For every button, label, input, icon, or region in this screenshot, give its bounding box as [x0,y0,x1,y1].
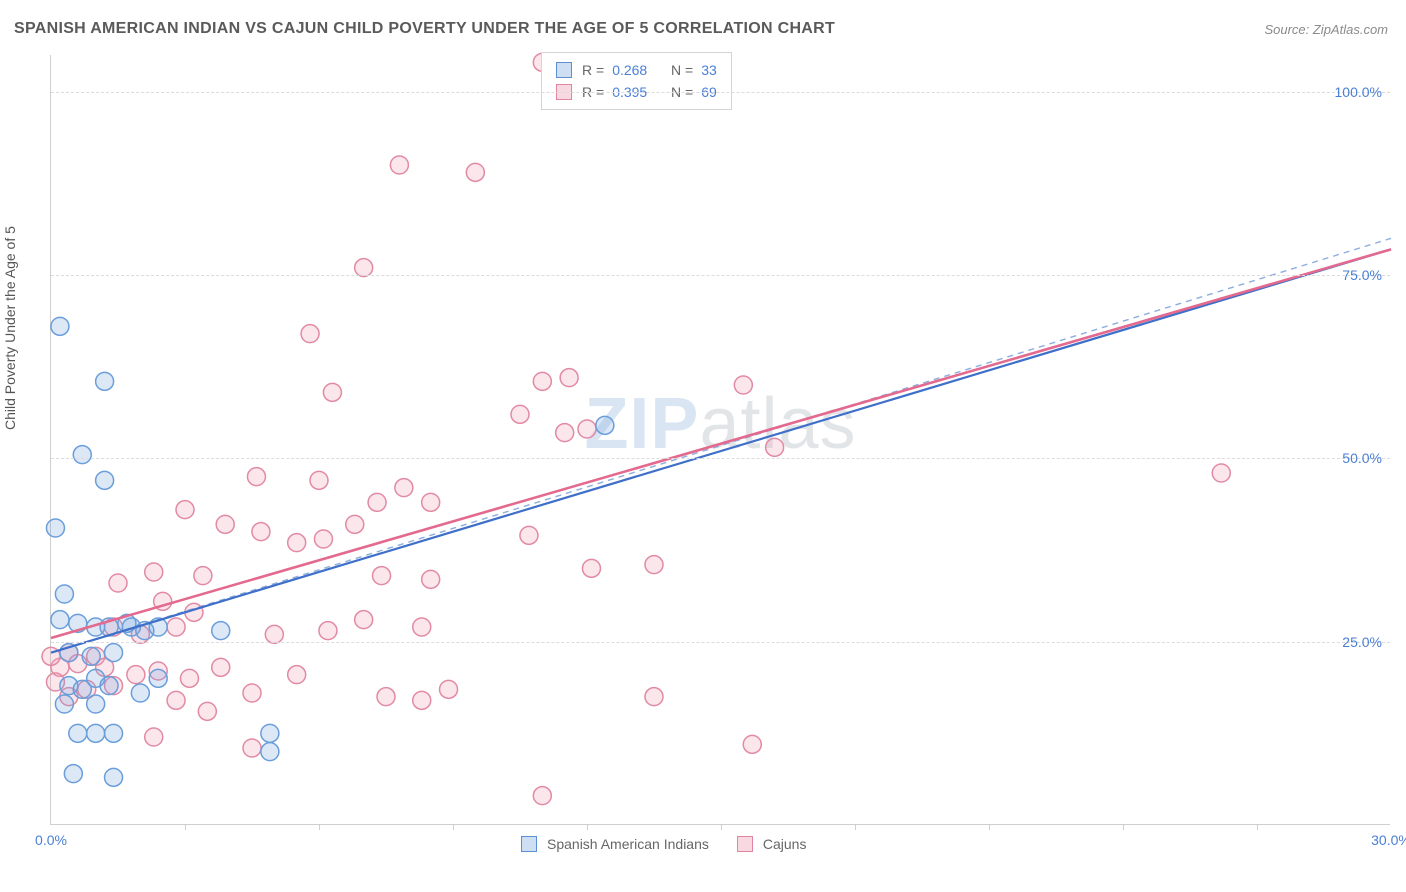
legend-item-pink: Cajuns [737,836,807,852]
x-tick-mark [989,824,990,830]
legend-item-blue-label: Spanish American Indians [547,836,709,852]
x-tick-mark [1123,824,1124,830]
swatch-pink-icon [737,836,753,852]
x-tick-mark [319,824,320,830]
chart-svg [51,55,1390,824]
gridline [51,642,1390,643]
gridline [51,458,1390,459]
x-tick-mark [1257,824,1258,830]
plot-area: ZIPatlas R = 0.268 N = 33 R = 0.395 N = … [50,55,1390,825]
legend-item-pink-label: Cajuns [763,836,807,852]
x-tick-mark [855,824,856,830]
n-value-blue: 33 [701,59,717,81]
x-tick-label: 0.0% [35,832,67,848]
chart-container: SPANISH AMERICAN INDIAN VS CAJUN CHILD P… [0,0,1406,892]
gridline [51,275,1390,276]
n-label: N = [671,59,693,81]
r-value-blue: 0.268 [612,59,647,81]
legend-series: Spanish American Indians Cajuns [521,836,806,852]
r-label: R = [582,59,604,81]
swatch-blue-icon [556,62,572,78]
gridline [51,92,1390,93]
y-tick-label: 100.0% [1335,84,1382,100]
x-tick-mark [453,824,454,830]
x-tick-label: 30.0% [1371,832,1406,848]
y-tick-label: 25.0% [1342,634,1382,650]
y-axis-label: Child Poverty Under the Age of 5 [2,226,18,430]
chart-title: SPANISH AMERICAN INDIAN VS CAJUN CHILD P… [14,20,835,38]
legend-item-blue: Spanish American Indians [521,836,709,852]
x-tick-mark [185,824,186,830]
x-tick-mark [587,824,588,830]
swatch-blue-icon [521,836,537,852]
source-label: Source: ZipAtlas.com [1264,22,1388,37]
y-tick-label: 75.0% [1342,267,1382,283]
x-tick-mark [721,824,722,830]
legend-stats-row-blue: R = 0.268 N = 33 [556,59,717,81]
legend-stats-box: R = 0.268 N = 33 R = 0.395 N = 69 [541,52,732,110]
y-tick-label: 50.0% [1342,450,1382,466]
